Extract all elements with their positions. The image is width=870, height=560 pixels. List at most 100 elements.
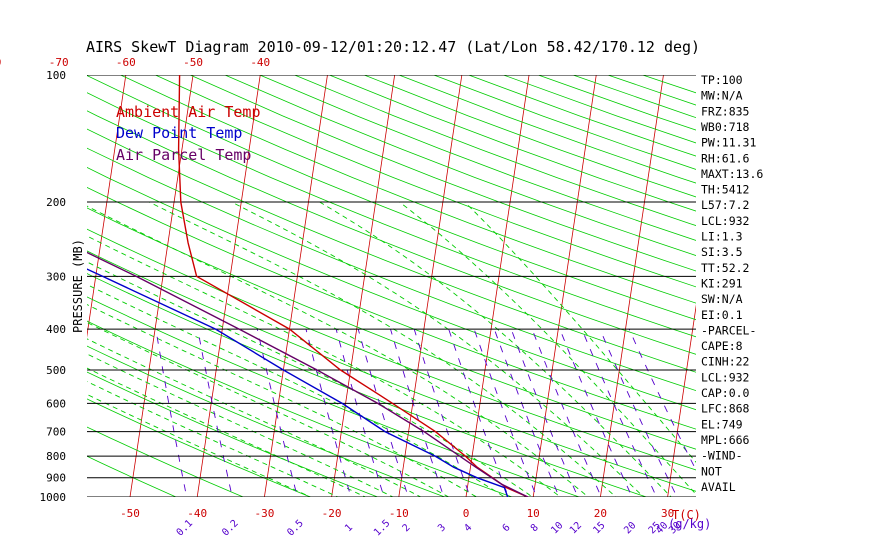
index-item: LCL:932 bbox=[701, 214, 749, 228]
chart-title: AIRS SkewT Diagram 2010-09-12/01:20:12.4… bbox=[86, 38, 700, 56]
dry-adiabat-lines bbox=[87, 75, 696, 497]
isotherm-line bbox=[465, 75, 530, 497]
mixing-ratio-tick-label: 1 bbox=[343, 522, 355, 534]
bottom-temp-tick-label: -30 bbox=[254, 507, 274, 520]
temp-unit-label: T(C) bbox=[672, 508, 701, 522]
pressure-tick-label: 600 bbox=[46, 397, 66, 410]
dry-adiabat-line bbox=[190, 75, 696, 272]
bottom-temp-tick-label: -10 bbox=[389, 507, 409, 520]
moist-adiabat-line bbox=[87, 322, 450, 497]
pressure-tick-label: 200 bbox=[46, 196, 66, 209]
isotherm-line bbox=[667, 304, 696, 497]
mixing-ratio-tick-label: 0.5 bbox=[285, 518, 306, 539]
index-item: SW:N/A bbox=[701, 292, 743, 306]
mixing-ratio-tick-label: 1.5 bbox=[372, 518, 393, 539]
mixing-ratio-line bbox=[628, 328, 696, 472]
top-temp-ticks: -120-110-100-90-80-70-60-50-40 bbox=[0, 56, 270, 69]
dry-adiabat-line bbox=[87, 250, 696, 492]
index-item: CINH:22 bbox=[701, 355, 749, 369]
series-dew-point-temp bbox=[87, 268, 509, 497]
dry-adiabat-line bbox=[468, 75, 696, 157]
pressure-tick-label: 300 bbox=[46, 270, 66, 283]
mixing-ratio-tick-label: 8 bbox=[529, 522, 541, 534]
moist-adiabat-line bbox=[399, 201, 696, 495]
dry-adiabat-line bbox=[398, 75, 696, 184]
index-item: MAXT:13.6 bbox=[701, 167, 763, 181]
dry-adiabat-line bbox=[87, 426, 245, 497]
y-axis-label: PRESSURE (MB) bbox=[71, 239, 85, 333]
mixing-ratio-line bbox=[510, 328, 579, 497]
pressure-tick-label: 100 bbox=[46, 69, 66, 82]
dry-adiabat-line bbox=[87, 128, 696, 373]
mixing-ratio-lines bbox=[155, 328, 696, 497]
pressure-ticks: 100 200 300 400 500 600 700 800 900 1000 bbox=[40, 69, 67, 504]
index-item: MW:N/A bbox=[701, 89, 743, 103]
dry-adiabat-line bbox=[503, 75, 696, 144]
mixing-ratio-line bbox=[559, 328, 633, 497]
bottom-temp-tick-label: -50 bbox=[120, 507, 140, 520]
index-item: AVAIL bbox=[701, 480, 736, 494]
dry-adiabat-line bbox=[87, 75, 696, 321]
dry-adiabat-line bbox=[87, 92, 696, 338]
mixing-ratio-line bbox=[599, 328, 678, 497]
mixing-ratio-line bbox=[305, 328, 352, 497]
moist-adiabat-line bbox=[87, 304, 478, 497]
dry-adiabat-line bbox=[224, 75, 696, 256]
pressure-tick-label: 500 bbox=[46, 364, 66, 377]
mixing-ratio-line bbox=[256, 329, 298, 497]
index-item: WB0:718 bbox=[701, 120, 750, 134]
mixing-ratio-line bbox=[493, 328, 560, 497]
dry-adiabat-line bbox=[294, 75, 696, 227]
index-item: -WIND- bbox=[701, 449, 743, 463]
profile-series bbox=[87, 75, 529, 497]
moist-adiabat-line bbox=[148, 201, 617, 497]
mixing-ratio-line bbox=[390, 328, 445, 497]
dry-adiabat-line bbox=[155, 75, 696, 288]
dry-adiabat-line bbox=[87, 273, 648, 497]
legend-ambient-air-temp: Ambient Air Temp bbox=[116, 103, 261, 121]
dry-adiabat-line bbox=[259, 75, 696, 241]
series-air-parcel-temp bbox=[87, 251, 529, 497]
dry-adiabat-line bbox=[87, 455, 177, 497]
dry-adiabat-line bbox=[87, 228, 696, 471]
index-item: RH:61.6 bbox=[701, 151, 750, 165]
moist-adiabat-line bbox=[87, 235, 562, 497]
mixing-ratio-line bbox=[357, 328, 409, 497]
top-temp-tick-label: -70 bbox=[49, 56, 69, 69]
isotherm-line bbox=[802, 75, 865, 497]
moist-adiabat-line bbox=[87, 205, 590, 497]
index-item: LI:1.3 bbox=[701, 230, 743, 244]
dry-adiabat-line bbox=[87, 371, 379, 497]
bottom-temp-tick-label: 30 bbox=[661, 507, 674, 520]
index-item: EL:749 bbox=[701, 417, 743, 431]
mixing-ratio-tick-label: 10 bbox=[549, 520, 565, 536]
mixing-ratio-line bbox=[531, 328, 602, 497]
legend-dew-point-temp: Dew Point Temp bbox=[116, 124, 242, 142]
mixing-ratio-tick-label: 0.2 bbox=[220, 518, 241, 539]
index-item: TT:52.2 bbox=[701, 261, 749, 275]
dry-adiabat-line bbox=[87, 147, 696, 392]
index-item: NOT bbox=[701, 464, 722, 478]
mixing-ratio-tick-label: 15 bbox=[591, 520, 607, 536]
index-item: TP:100 bbox=[701, 73, 743, 87]
mixing-ratio-line bbox=[413, 328, 471, 497]
isotherm-line bbox=[87, 75, 127, 338]
mixing-ratio-line bbox=[197, 329, 233, 497]
bottom-temp-tick-label: 10 bbox=[527, 507, 540, 520]
top-temp-tick-label: -60 bbox=[116, 56, 136, 69]
index-item: SI:3.5 bbox=[701, 245, 743, 259]
pressure-tick-label: 400 bbox=[46, 323, 66, 336]
moist-adiabat-line bbox=[87, 353, 395, 497]
moist-adiabat-line bbox=[319, 201, 672, 497]
moist-adiabat-line bbox=[87, 393, 312, 497]
dry-adiabat-line bbox=[87, 398, 312, 497]
dry-adiabat-line bbox=[433, 75, 696, 170]
moist-adiabat-line bbox=[231, 201, 645, 497]
index-item: LFC:868 bbox=[701, 402, 750, 416]
index-item: KI:291 bbox=[701, 276, 743, 290]
pressure-tick-label: 1000 bbox=[40, 491, 67, 504]
mixing-ratio-tick-label: 0.1 bbox=[175, 518, 196, 539]
